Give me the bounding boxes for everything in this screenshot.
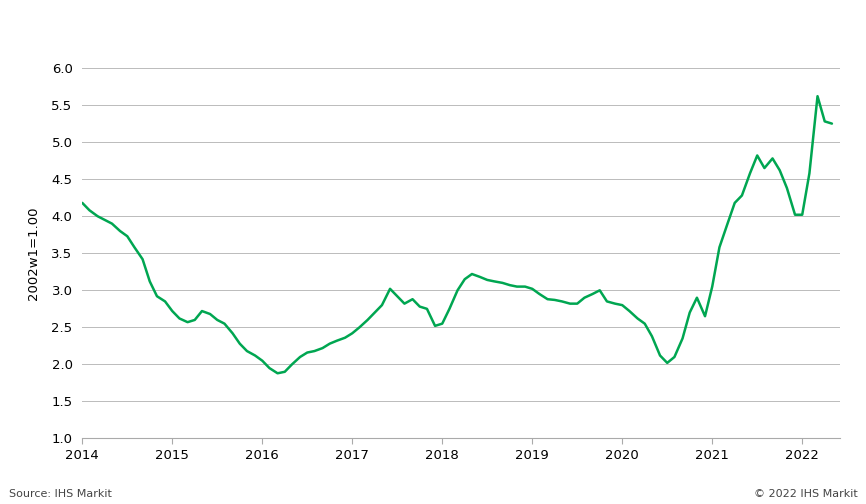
Text: Source: IHS Markit: Source: IHS Markit — [9, 489, 112, 499]
Text: IHS Markit Materials  Price Index: IHS Markit Materials Price Index — [13, 22, 400, 42]
Y-axis label: 2002w1=1.00: 2002w1=1.00 — [28, 207, 41, 300]
Text: © 2022 IHS Markit: © 2022 IHS Markit — [753, 489, 857, 499]
